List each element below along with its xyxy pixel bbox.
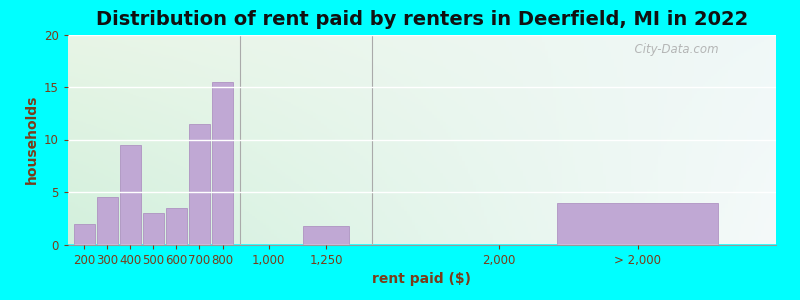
Y-axis label: households: households [25, 95, 38, 184]
Bar [120, 145, 141, 244]
Bar [557, 202, 718, 244]
Bar [97, 197, 118, 244]
Text: City-Data.com: City-Data.com [627, 43, 719, 56]
Title: Distribution of rent paid by renters in Deerfield, MI in 2022: Distribution of rent paid by renters in … [96, 10, 748, 29]
Bar [212, 82, 233, 244]
Bar [166, 208, 186, 244]
X-axis label: rent paid ($): rent paid ($) [373, 272, 471, 286]
Bar [143, 213, 164, 244]
Bar [74, 224, 94, 244]
Bar [303, 226, 350, 244]
Bar [189, 124, 210, 244]
